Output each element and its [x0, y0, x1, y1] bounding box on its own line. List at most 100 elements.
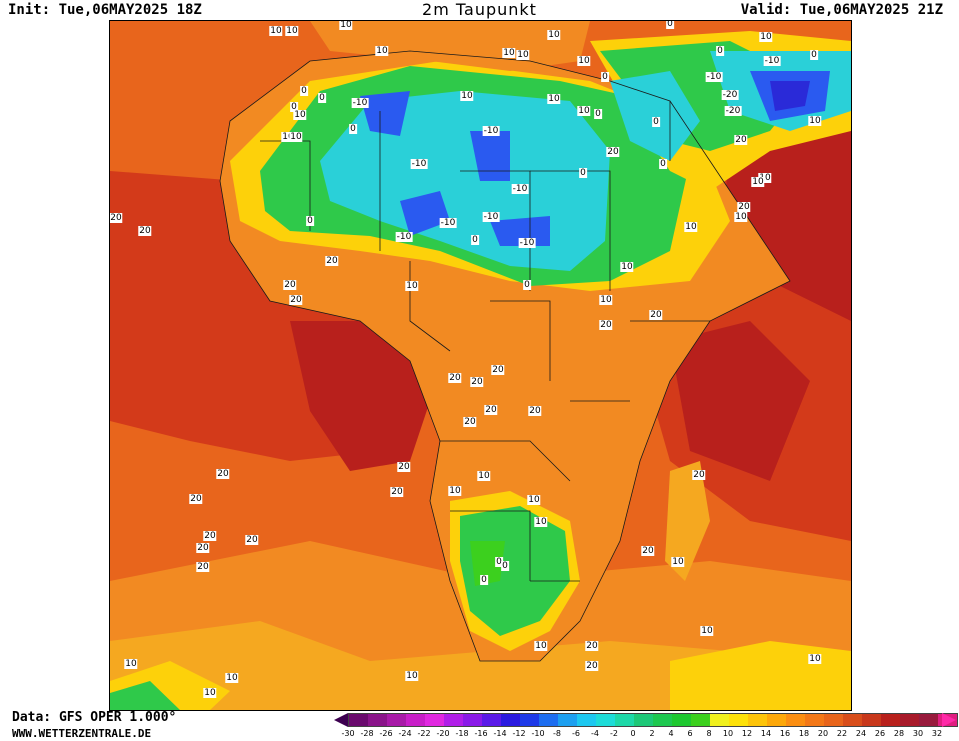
- scale-cell: [672, 714, 691, 726]
- scale-cell: [520, 714, 539, 726]
- contour-label: 20: [641, 546, 655, 556]
- website-label: WWW.WETTERZENTRALE.DE: [12, 727, 152, 740]
- contour-label: 10: [700, 626, 714, 636]
- scale-cell: [729, 714, 748, 726]
- contour-label: 10: [671, 557, 685, 567]
- contour-label: 10: [460, 91, 474, 101]
- scale-tick-label: -2: [610, 729, 618, 738]
- contour-label: 10: [225, 673, 239, 683]
- scale-cell: [900, 714, 919, 726]
- contour-label: 10: [502, 48, 516, 58]
- contour-label: -10: [482, 212, 500, 222]
- arabia-cyan: [610, 71, 700, 161]
- scale-tick-label: -8: [553, 729, 561, 738]
- contour-label: 20: [390, 487, 404, 497]
- scale-tick-label: 16: [779, 729, 791, 738]
- contour-label: 10: [547, 30, 561, 40]
- contour-label: 20: [325, 256, 339, 266]
- contour-label: 10: [547, 94, 561, 104]
- contour-label: 10: [405, 281, 419, 291]
- scale-cell: [653, 714, 672, 726]
- scale-tick-label: 8: [706, 729, 712, 738]
- contour-label: 20: [585, 641, 599, 651]
- dry-core-northwest: [360, 91, 410, 136]
- scale-cell: [767, 714, 786, 726]
- dewpoint-map[interactable]: 10 10 10 10 10 10 10 0 10 0 0 10 -10 0 -10 -20 -20 10 20 10…: [109, 20, 852, 711]
- contour-label: 20: [245, 535, 259, 545]
- scale-cell: [368, 714, 387, 726]
- contour-label: 0: [495, 557, 503, 567]
- scale-cell: [919, 714, 938, 726]
- contour-label: 10: [285, 26, 299, 36]
- contour-label: 10: [448, 486, 462, 496]
- contour-label: 0: [471, 235, 479, 245]
- contour-label: 0: [652, 117, 660, 127]
- contour-label: 20: [463, 417, 477, 427]
- contour-label: -10: [439, 218, 457, 228]
- scale-tick-label: 26: [874, 729, 886, 738]
- contour-label: 10: [734, 212, 748, 222]
- contour-label: 0: [594, 109, 602, 119]
- scale-tick-label: -26: [379, 729, 393, 738]
- scale-tick-label: -12: [512, 729, 526, 738]
- scale-cell: [691, 714, 710, 726]
- scale-cell: [482, 714, 501, 726]
- scale-tick-label: 10: [722, 729, 734, 738]
- contour-label: 20: [216, 469, 230, 479]
- contour-label: 0: [601, 72, 609, 82]
- contour-label: 0: [501, 561, 509, 571]
- contour-label: 20: [289, 295, 303, 305]
- scale-tick-label: -20: [436, 729, 450, 738]
- scale-tick-label: -10: [531, 729, 545, 738]
- arabian-sea-hot-zone: [720, 121, 851, 321]
- scale-tick-label: 4: [668, 729, 674, 738]
- south-east-yellow-patch: [670, 641, 851, 710]
- contour-label: 10: [534, 641, 548, 651]
- scale-cell: [615, 714, 634, 726]
- contour-label: 10: [808, 116, 822, 126]
- contour-label: 10: [289, 132, 303, 142]
- scale-tick-label: 22: [836, 729, 848, 738]
- contour-label: 10: [516, 50, 530, 60]
- scale-cell: [406, 714, 425, 726]
- scale-cell: [824, 714, 843, 726]
- data-source-label: Data: GFS OPER 1.000°: [12, 710, 177, 725]
- scale-cell: [558, 714, 577, 726]
- contour-label: 20: [138, 226, 152, 236]
- scale-tick-label: 12: [741, 729, 753, 738]
- contour-label: 20: [491, 365, 505, 375]
- contour-label: 10: [684, 222, 698, 232]
- scale-cell: [881, 714, 900, 726]
- iran-dark-blue: [770, 81, 810, 111]
- scale-tick-label: 32: [931, 729, 943, 738]
- scale-cell: [862, 714, 881, 726]
- contour-label: 20: [606, 147, 620, 157]
- scale-tick-label: 14: [760, 729, 772, 738]
- color-scale-legend: [334, 713, 958, 727]
- scale-cell: [710, 714, 729, 726]
- contour-label: 20: [649, 310, 663, 320]
- contour-label: 10: [477, 471, 491, 481]
- contour-label: -20: [724, 106, 742, 116]
- scale-cell: [577, 714, 596, 726]
- contour-label: 10: [281, 132, 295, 142]
- dry-core-central: [470, 131, 510, 181]
- contour-label: -10: [395, 232, 413, 242]
- dry-core-west: [400, 191, 450, 236]
- scale-cell: [748, 714, 767, 726]
- contour-label: -10: [518, 238, 536, 248]
- gulf-of-guinea-hot-zone: [290, 321, 430, 471]
- contour-label: 20: [470, 377, 484, 387]
- scale-cell: [387, 714, 406, 726]
- contour-label: -10: [351, 98, 369, 108]
- country-borders: [219, 50, 791, 662]
- contour-label: 10: [620, 262, 634, 272]
- contour-label: 0: [349, 124, 357, 134]
- contour-label: 20: [448, 373, 462, 383]
- scale-cell: [596, 714, 615, 726]
- map-fields: [110, 21, 851, 710]
- contour-label: 20: [189, 494, 203, 504]
- contour-label: 10: [124, 659, 138, 669]
- kalahari-green: [460, 506, 570, 636]
- scale-tick-label: -14: [493, 729, 507, 738]
